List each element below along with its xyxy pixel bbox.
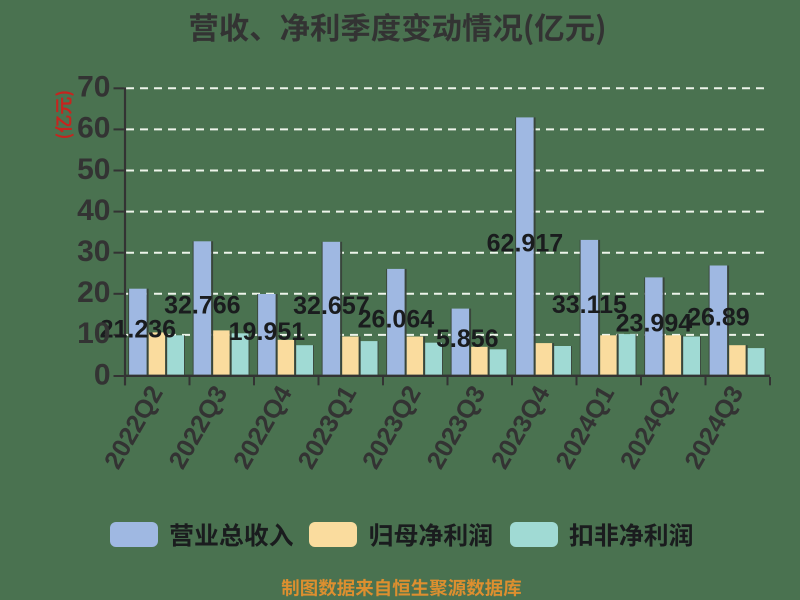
svg-text:32.657: 32.657 bbox=[293, 292, 369, 320]
svg-text:26.064: 26.064 bbox=[358, 305, 435, 333]
svg-text:19.951: 19.951 bbox=[229, 318, 306, 346]
svg-text:26.89: 26.89 bbox=[687, 304, 750, 332]
svg-text:60: 60 bbox=[77, 112, 110, 145]
svg-text:30: 30 bbox=[77, 235, 110, 268]
svg-text:70: 70 bbox=[77, 71, 110, 104]
svg-text:33.115: 33.115 bbox=[552, 291, 627, 319]
svg-text:32.766: 32.766 bbox=[164, 292, 240, 320]
svg-text:21.236: 21.236 bbox=[100, 315, 176, 343]
svg-text:10: 10 bbox=[77, 317, 110, 350]
svg-text:5.856: 5.856 bbox=[436, 325, 499, 353]
svg-text:23.994: 23.994 bbox=[616, 310, 693, 338]
svg-text:40: 40 bbox=[77, 194, 110, 227]
svg-text:20: 20 bbox=[77, 276, 110, 309]
svg-text:50: 50 bbox=[77, 153, 110, 186]
svg-text:62.917: 62.917 bbox=[487, 230, 563, 258]
svg-text:0: 0 bbox=[94, 358, 111, 391]
